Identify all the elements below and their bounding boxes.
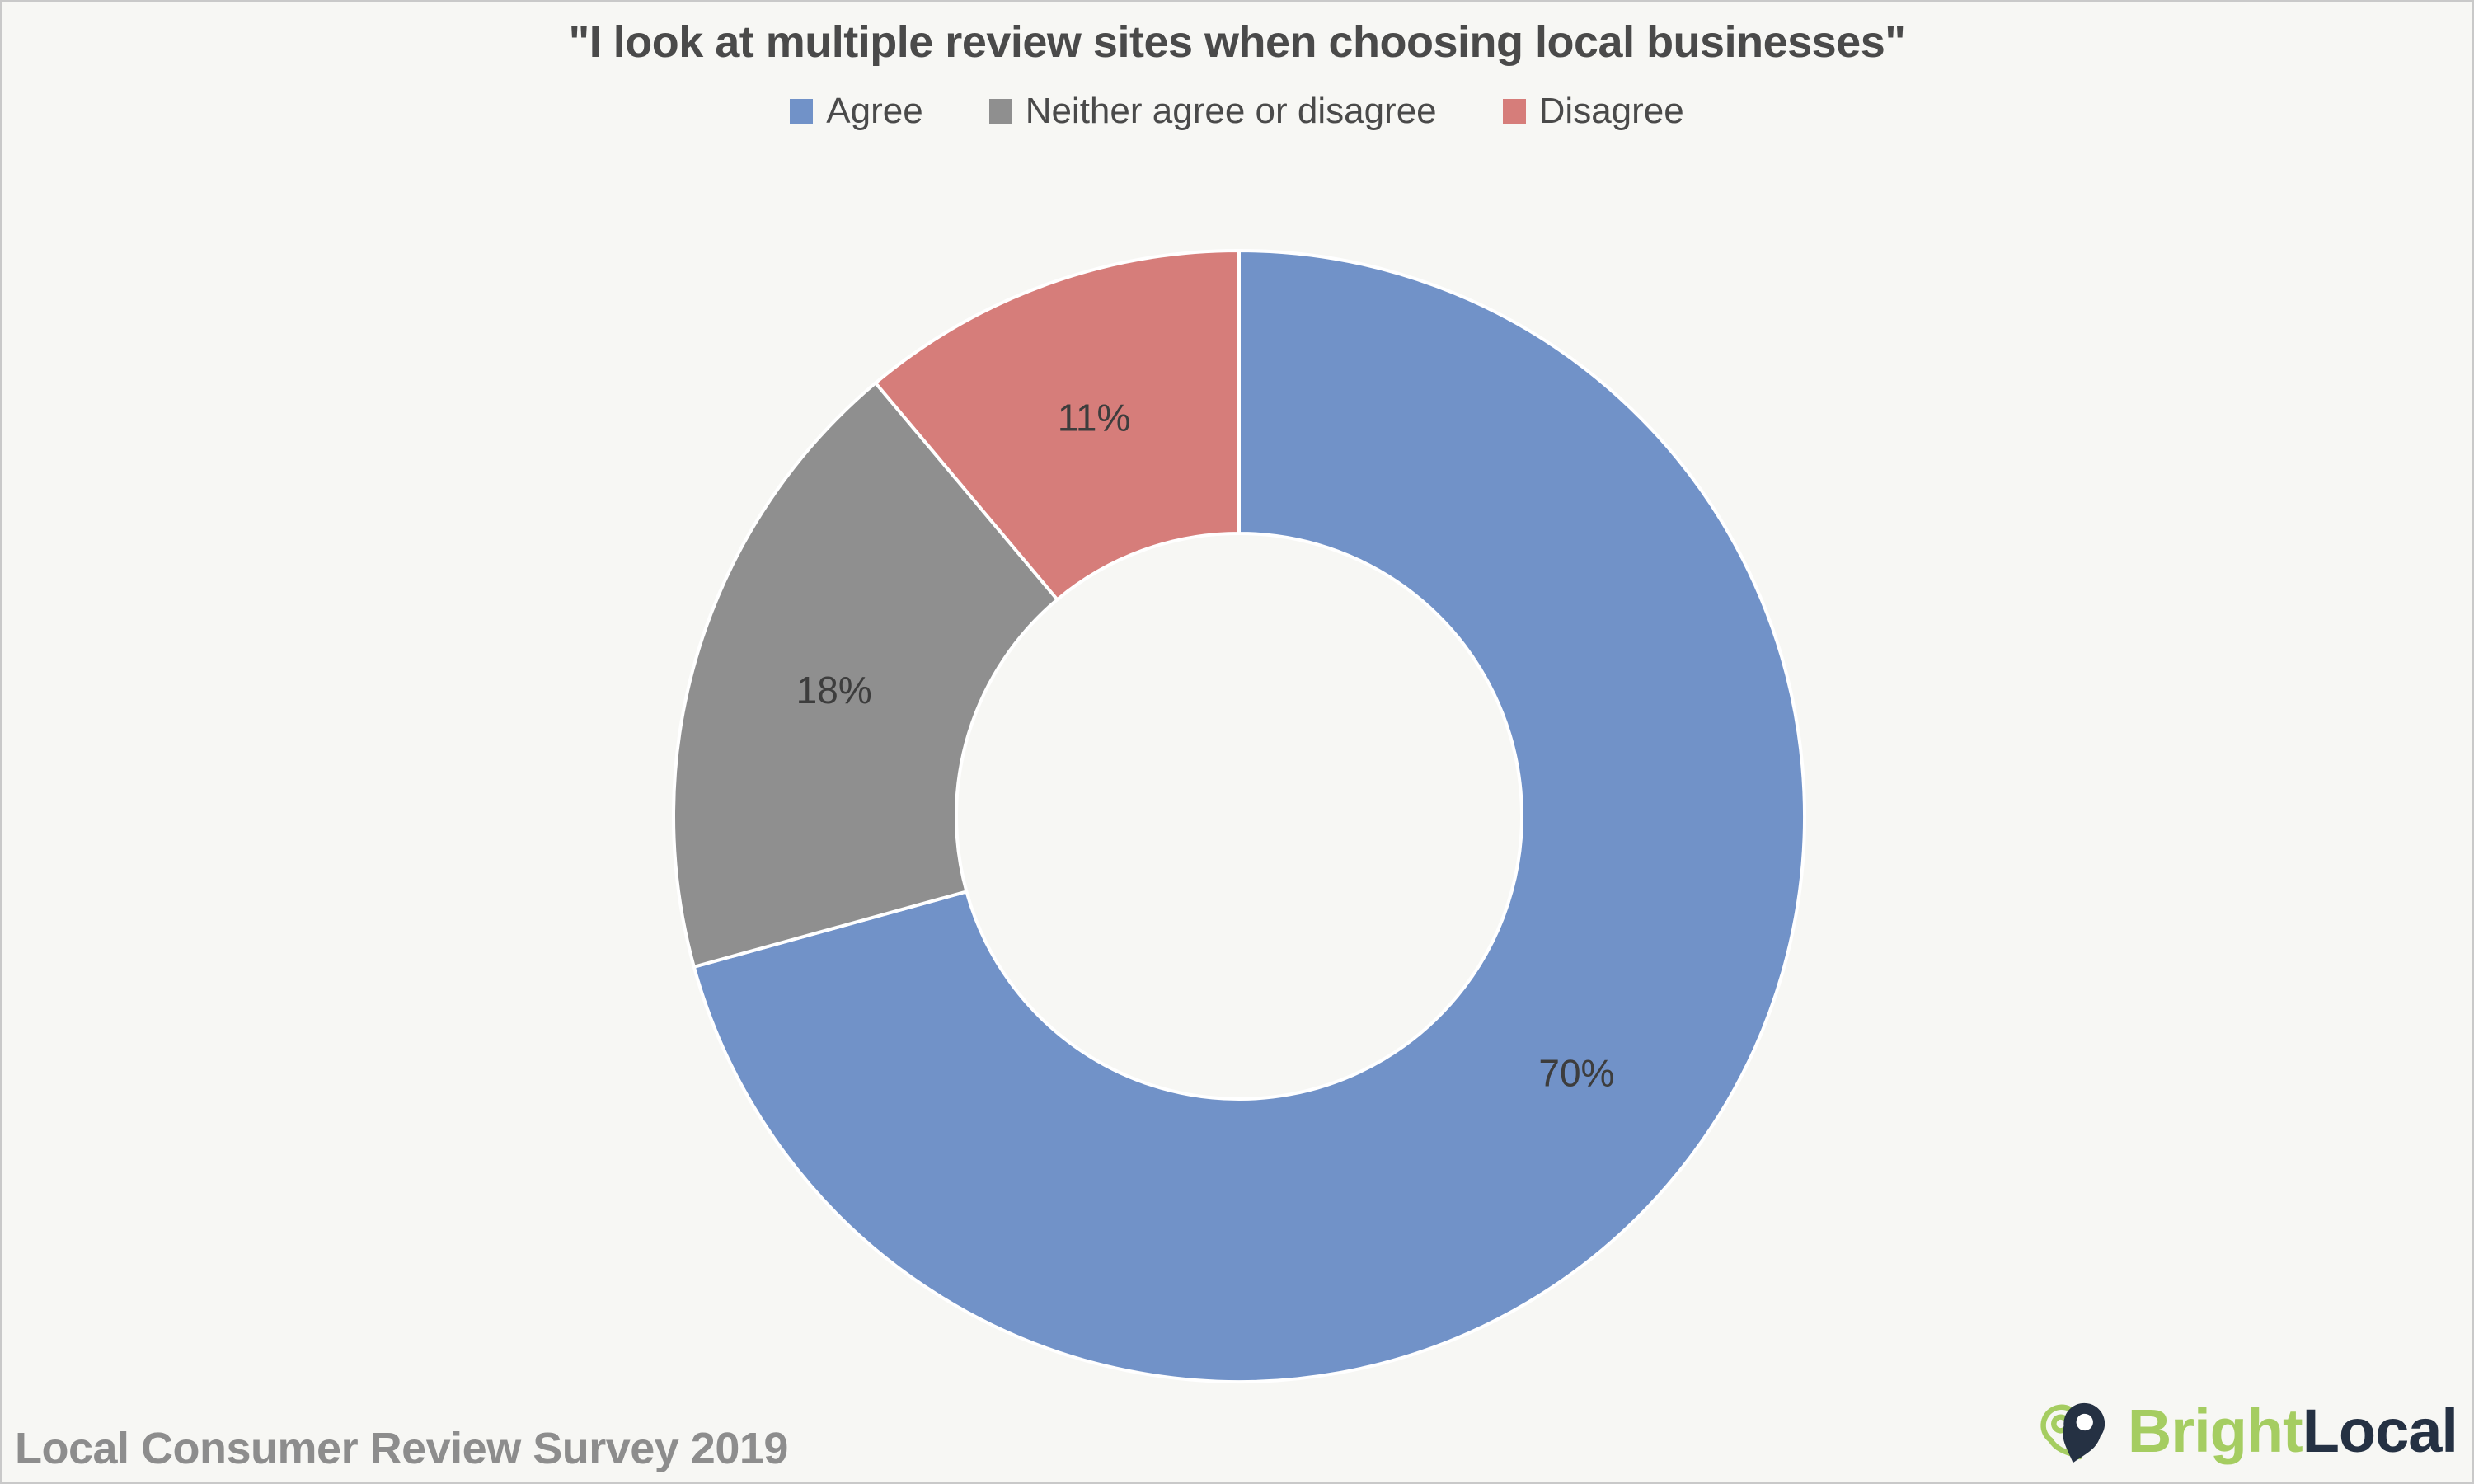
legend-swatch-icon [988, 99, 1012, 124]
donut-slice-neither-agree-or-disagree [672, 381, 1059, 969]
legend-label: Neither agree or disagree [1025, 91, 1437, 131]
brand-text-bright: Bright [2127, 1397, 2303, 1465]
slice-data-label: 70% [1538, 1052, 1614, 1095]
legend-swatch-icon [1502, 99, 1526, 124]
legend-item: Disagree [1502, 91, 1684, 132]
map-pin-heart-icon [2040, 1402, 2105, 1463]
donut-slice-disagree [874, 249, 1241, 602]
legend-item: Neither agree or disagree [988, 91, 1437, 132]
brand-text-local: Local [2302, 1397, 2458, 1465]
brand-wordmark: BrightLocal [2128, 1401, 2458, 1462]
legend-label: Agree [826, 91, 923, 131]
chart-legend: Agree Neither agree or disagree Disagree [2, 91, 2472, 132]
source-caption: Local Consumer Review Survey 2019 [15, 1424, 788, 1473]
slice-data-label: 11% [1058, 397, 1131, 439]
legend-item: Agree [790, 91, 923, 132]
chart-title: "I look at multiple review sites when ch… [568, 17, 1906, 67]
legend-swatch-icon [790, 99, 814, 124]
slice-data-label: 18% [796, 669, 872, 711]
legend-label: Disagree [1538, 91, 1684, 131]
brightlocal-logo: BrightLocal [2034, 1392, 2458, 1471]
donut-slice-agree [692, 249, 1806, 1383]
